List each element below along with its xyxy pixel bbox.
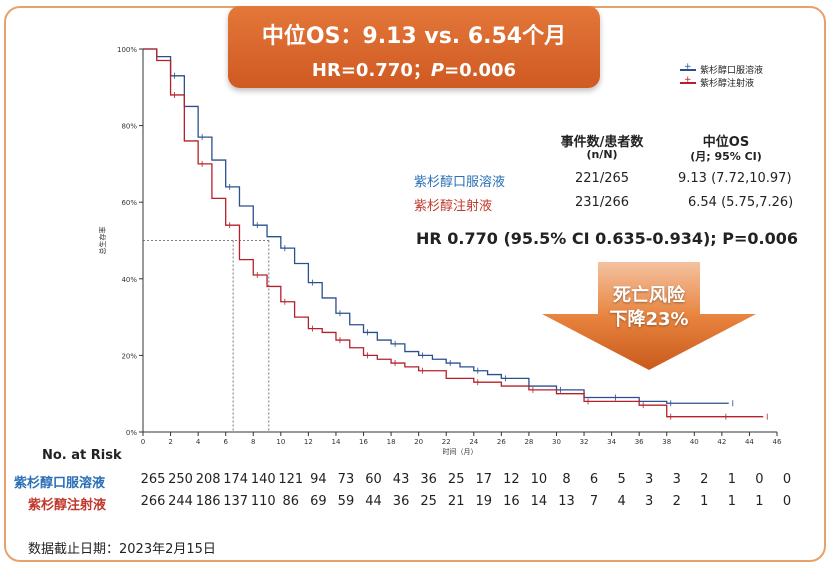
risk-row-label-oral: 紫杉醇口服溶液 [14, 476, 106, 491]
chart-legend: 紫杉醇口服溶液 紫杉醇注射液 [680, 62, 763, 89]
stats-events-injection: 231/266 [575, 195, 630, 210]
legend-item-oral: 紫杉醇口服溶液 [680, 62, 763, 76]
risk-count: 17 [475, 472, 493, 487]
risk-count: 140 [250, 472, 276, 487]
risk-count: 1 [727, 472, 736, 487]
stats-col1-header: 事件数/患者数 [560, 135, 644, 150]
risk-count: 94 [310, 472, 327, 487]
banner-hr: HR=0.770；P=0.006 [311, 60, 517, 81]
risk-count: 121 [278, 472, 304, 487]
risk-count: 244 [168, 494, 193, 509]
stats-median-injection: 6.54 (5.75,7.26) [688, 195, 794, 210]
risk-count: 13 [558, 494, 575, 509]
risk-count: 250 [168, 472, 193, 487]
risk-count: 265 [140, 472, 166, 487]
risk-count: 0 [782, 494, 792, 509]
risk-count: 0 [782, 472, 792, 487]
risk-count: 1 [700, 494, 709, 509]
risk-count: 7 [589, 494, 599, 509]
risk-count: 2 [700, 472, 709, 487]
banner-title: 中位OS：9.13 vs. 6.54个月 [261, 24, 567, 49]
risk-count: 137 [223, 494, 249, 509]
risk-count: 3 [645, 472, 654, 487]
stats-arm-injection: 紫杉醇注射液 [414, 199, 493, 214]
risk-count: 174 [223, 472, 249, 487]
risk-reduction-arrow: 死亡风险 下降23% [542, 262, 756, 372]
hazard-ratio-text: HR 0.770 (95.5% CI 0.635-0.934); P=0.006 [416, 229, 798, 248]
risk-count: 8 [562, 472, 571, 487]
risk-count: 36 [392, 494, 410, 509]
risk-row-label-injection: 紫杉醇注射液 [28, 498, 107, 513]
risk-count: 16 [503, 494, 520, 509]
risk-count: 2 [672, 494, 681, 509]
legend-swatch-oral [680, 62, 696, 72]
risk-count: 43 [392, 472, 410, 487]
risk-count: 4 [617, 494, 626, 509]
risk-count: 69 [310, 494, 327, 509]
risk-count: 110 [250, 494, 276, 509]
risk-count: 19 [475, 494, 493, 509]
risk-count: 6 [589, 472, 599, 487]
risk-count: 14 [530, 494, 548, 509]
risk-count: 36 [420, 472, 437, 487]
risk-count: 59 [337, 494, 355, 509]
risk-count: 1 [727, 494, 736, 509]
risk-count: 21 [447, 494, 465, 509]
risk-count: 3 [645, 494, 654, 509]
data-cutoff-date: 数据截止日期：2023年2月15日 [28, 542, 216, 557]
risk-count: 73 [337, 472, 355, 487]
risk-count: 12 [503, 472, 520, 487]
stats-median-oral: 9.13 (7.72,10.97) [678, 171, 792, 186]
risk-reduction-text: 死亡风险 下降23% [609, 285, 689, 330]
risk-table-title: No. at Risk [42, 448, 122, 463]
risk-count: 86 [282, 494, 300, 509]
stats-col1-sub: (n/N) [586, 148, 618, 161]
stats-arm-oral: 紫杉醇口服溶液 [414, 175, 506, 190]
risk-count: 25 [447, 472, 465, 487]
stats-col2-sub: (月; 95% CI) [690, 150, 762, 163]
median-os-banner: 中位OS：9.13 vs. 6.54个月 HR=0.770；P=0.006 [228, 6, 600, 88]
risk-count: 44 [365, 494, 382, 509]
stats-col2-header: 中位OS [702, 135, 750, 150]
legend-swatch-injection [680, 75, 696, 85]
risk-count: 1 [755, 494, 764, 509]
risk-count: 0 [755, 472, 764, 487]
risk-count: 266 [140, 494, 166, 509]
risk-count: 208 [195, 472, 221, 487]
legend-item-injection: 紫杉醇注射液 [680, 75, 763, 89]
risk-count: 5 [617, 472, 626, 487]
risk-count: 60 [365, 472, 382, 487]
risk-count: 3 [672, 472, 681, 487]
risk-count: 186 [195, 494, 221, 509]
down-arrow-icon [542, 262, 756, 370]
risk-count: 25 [420, 494, 437, 509]
risk-count: 10 [530, 472, 548, 487]
stats-events-oral: 221/265 [575, 171, 630, 186]
